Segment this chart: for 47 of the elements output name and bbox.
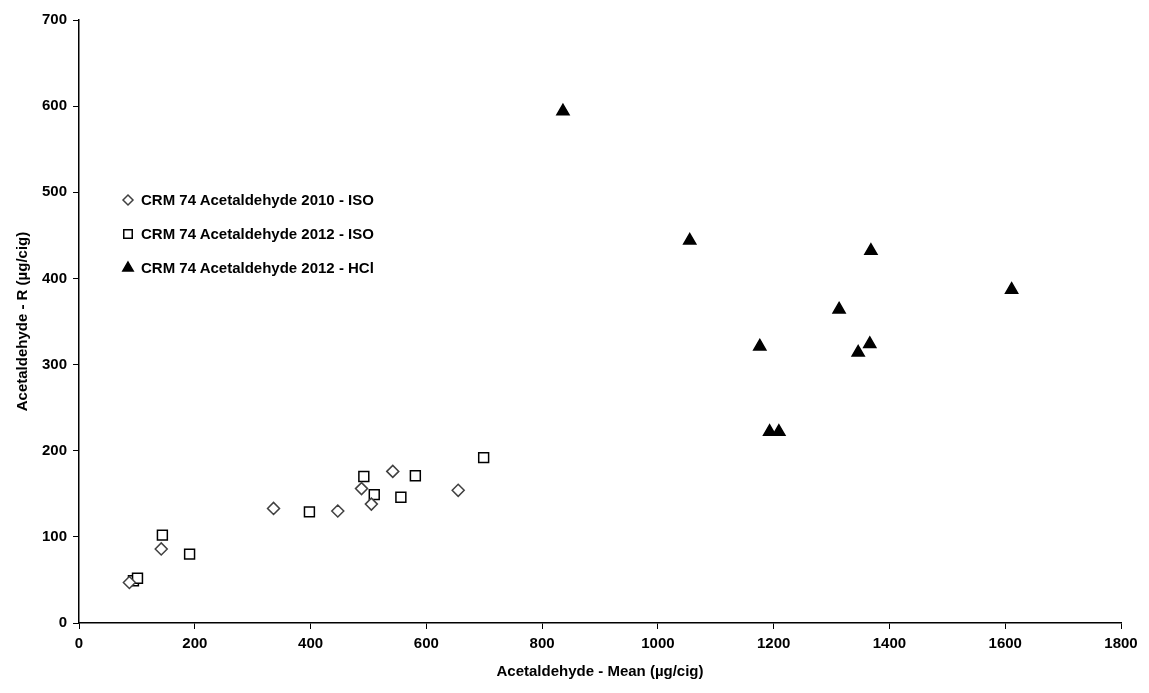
- y-axis-title: Acetaldehyde - R (µg/cig): [13, 231, 31, 412]
- x-tick-label: 1000: [641, 634, 675, 652]
- y-tick-label: 500: [42, 182, 68, 200]
- point: [864, 243, 878, 256]
- point: [266, 501, 281, 516]
- point: [154, 542, 168, 556]
- x-axis-title: Acetaldehyde - Mean (µg/cig): [496, 662, 704, 680]
- point: [358, 470, 370, 483]
- point: [303, 506, 316, 518]
- point: [851, 344, 865, 357]
- y-tick-label: 0: [58, 613, 68, 631]
- point: [862, 336, 877, 349]
- point: [451, 483, 465, 498]
- x-tick-label: 600: [413, 634, 439, 652]
- point: [772, 424, 786, 437]
- point: [331, 504, 345, 518]
- x-tick-label: 1400: [872, 634, 907, 652]
- x-tick-label: 1200: [756, 634, 791, 652]
- x-tick-label: 1800: [1104, 634, 1138, 652]
- y-tick-label: 300: [42, 354, 68, 372]
- point: [354, 481, 369, 496]
- legend-label: CRM 74 Acetaldehyde 2012 - HCl: [141, 259, 374, 277]
- legend-label: CRM 74 Acetaldehyde 2010 - ISO: [141, 191, 374, 209]
- point: [156, 529, 169, 541]
- point: [183, 548, 196, 560]
- point: [752, 338, 767, 351]
- y-tick-label: 200: [42, 440, 68, 458]
- point: [395, 491, 407, 503]
- point: [409, 470, 422, 482]
- point: [556, 103, 570, 116]
- x-tick-label: 400: [298, 634, 324, 652]
- y-tick-label: 600: [42, 96, 68, 114]
- point: [1004, 281, 1019, 294]
- point: [364, 497, 379, 511]
- x-tick-label: 1600: [988, 634, 1022, 652]
- point: [122, 575, 137, 590]
- point: [832, 301, 846, 314]
- x-tick-label: 200: [182, 634, 208, 652]
- y-tick-label: 400: [42, 268, 68, 286]
- point: [477, 451, 490, 464]
- y-tick-label: 700: [42, 10, 68, 28]
- point: [682, 232, 697, 245]
- x-tick-label: 800: [529, 634, 555, 652]
- x-tick-label: 0: [74, 634, 84, 652]
- legend-label: CRM 74 Acetaldehyde 2012 - ISO: [141, 225, 374, 243]
- point: [386, 464, 400, 479]
- y-tick-label: 100: [42, 527, 68, 544]
